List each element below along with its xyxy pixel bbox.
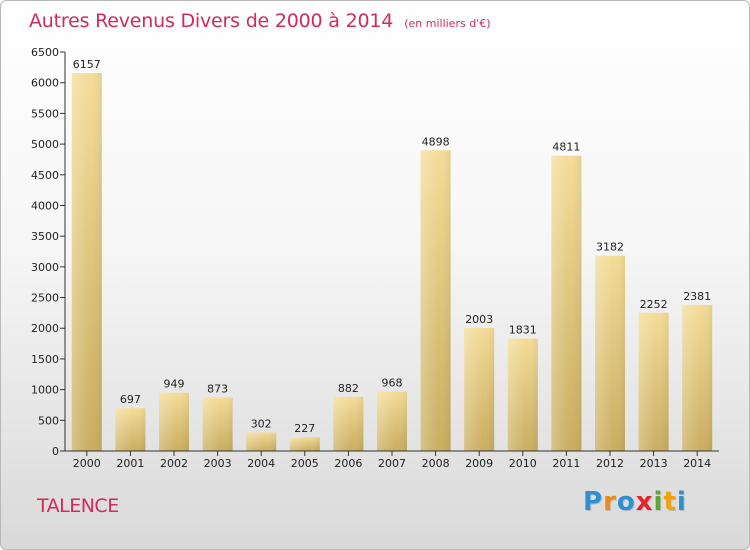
x-tick-label: 2000 [73,457,101,470]
data-label: 302 [251,417,272,430]
x-tick-label: 2009 [465,457,493,470]
data-label: 2252 [640,298,668,311]
x-tick-label: 2002 [160,457,188,470]
y-tick-label: 4500 [31,169,59,182]
data-label: 2003 [465,313,493,326]
y-tick-label: 5000 [31,138,59,151]
data-label: 949 [164,378,185,391]
proxiti-logo: Proxiti [583,487,687,517]
x-axis: 2000 2001 2002 2003 2004 2005 2006 2007 2008 2009… [65,450,719,470]
bar-highlight [115,408,146,451]
y-tick-label: 4000 [31,199,59,212]
bar-highlight [420,150,451,452]
x-tick-label: 2014 [683,457,711,470]
city-name: TALENCE [37,495,119,517]
y-axis: 0 500 1000 1500 2000 2500 3000 3500 4000 4500 5000… [31,46,66,458]
x-tick-label: 2005 [291,457,319,470]
bar-highlight [71,73,102,451]
logo-letter: r [603,487,617,517]
logo-letter: x [635,487,654,517]
logo-letter: P [583,487,604,517]
logo-letter: i [676,487,687,517]
chart-title: Autres Revenus Divers de 2000 à 2014 [29,10,394,32]
data-label: 227 [294,422,315,435]
x-tick-label: 2011 [552,457,580,470]
y-tick-label: 2000 [31,322,59,335]
bar-highlight [595,255,625,451]
bar-highlight [551,155,582,451]
data-label: 697 [120,393,141,406]
y-tick-label: 2500 [31,292,59,305]
y-tick-label: 0 [52,445,59,458]
y-tick-label: 6000 [31,77,59,90]
y-tick-label: 3000 [31,261,59,274]
data-label: 873 [207,382,228,395]
x-tick-label: 2012 [596,457,624,470]
x-tick-label: 2008 [422,457,450,470]
x-tick-label: 2013 [640,457,668,470]
logo-letter: t [663,487,677,517]
data-label: 6157 [73,58,101,71]
x-tick-label: 2001 [116,457,144,470]
x-tick-label: 2004 [247,457,275,470]
y-tick-label: 3500 [31,230,59,243]
bar-highlight [246,432,277,451]
x-tick-label: 2003 [204,457,232,470]
data-label: 1831 [509,324,537,337]
chart-subtitle: (en milliers d'€) [404,17,491,30]
y-tick-label: 1500 [31,353,59,366]
bar-highlight [333,396,364,451]
bar-highlight [377,391,407,451]
y-tick-label: 500 [38,414,59,427]
bar-highlight [464,328,495,451]
y-tick-label: 6500 [31,46,59,59]
bar-highlight [682,304,713,451]
y-tick-label: 1000 [31,384,59,397]
bar-highlight [289,437,320,451]
y-tick-label: 5500 [31,107,59,120]
bar-highlight [638,312,669,451]
x-tick-label: 2010 [509,457,537,470]
data-label: 4898 [422,135,450,148]
bars-group: 6157 697 949 873 302 227 882 968 4898 2003 1831 481… [71,58,713,452]
data-label: 968 [382,377,403,390]
logo-letter: o [616,487,636,517]
logo-letter: i [653,487,664,517]
x-tick-label: 2006 [334,457,362,470]
bar-highlight [159,392,189,451]
bar-highlight [202,397,233,451]
data-label: 4811 [552,141,580,154]
data-label: 3182 [596,241,624,254]
data-label: 882 [338,382,359,395]
chart-title-block: Autres Revenus Divers de 2000 à 2014 (en… [29,10,491,32]
x-tick-label: 2007 [378,457,406,470]
data-label: 2381 [683,290,711,303]
bar-highlight [507,338,538,451]
